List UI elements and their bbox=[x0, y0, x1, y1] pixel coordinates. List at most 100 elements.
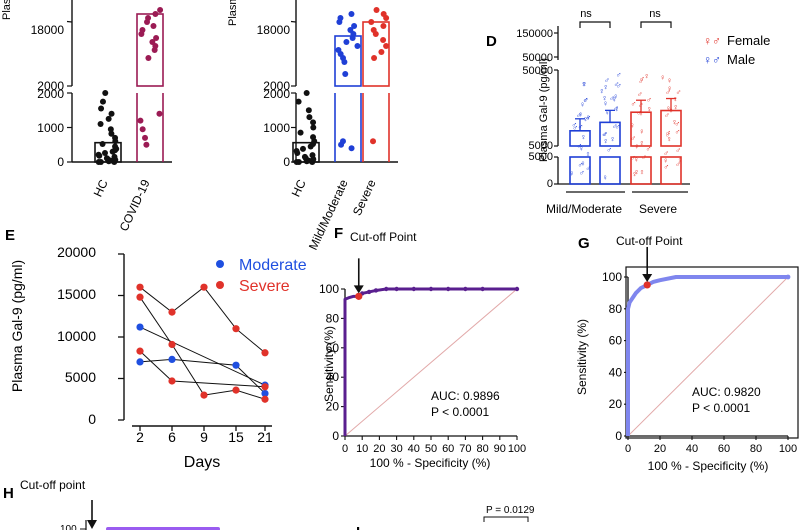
panel-a-marks bbox=[66, 0, 172, 165]
panel-d-point: ♀ bbox=[638, 109, 644, 118]
panel-g-xtick-100: 100 bbox=[779, 443, 797, 455]
panel-f-ytick-60: 60 bbox=[326, 341, 340, 355]
panel-a-ytick-1000: 1000 bbox=[37, 121, 64, 135]
panel-d-point: ♂ bbox=[583, 95, 589, 104]
panel-d-point: ♀ bbox=[639, 167, 645, 176]
panel-e-point bbox=[232, 325, 240, 333]
panel-g-cutoff-arrowhead bbox=[642, 273, 653, 282]
panel-b-point bbox=[303, 90, 310, 96]
panel-d-point: ♀ bbox=[632, 169, 638, 178]
panel-b-point bbox=[339, 138, 346, 145]
panel-e-legend-severe-marker bbox=[216, 281, 224, 289]
panel-b-point bbox=[306, 114, 313, 121]
panel-d-point: ♂ bbox=[615, 122, 621, 131]
panel-a-point bbox=[142, 134, 149, 141]
panel-d-point: ♀ bbox=[582, 115, 588, 124]
panel-d-bar-2-lower bbox=[630, 156, 652, 185]
panel-e-point bbox=[136, 358, 144, 366]
panel-f-ylabel: Sensitivity (%) bbox=[322, 326, 336, 402]
panel-d-point: ♀ bbox=[599, 86, 605, 95]
panel-f-p: P < 0.0001 bbox=[431, 405, 489, 419]
panel-d-point: ♂ bbox=[604, 76, 610, 85]
panel-d-point: ♂ bbox=[606, 146, 612, 155]
panel-d-point: ♂ bbox=[663, 149, 669, 158]
panel-a-point bbox=[95, 159, 102, 165]
panel-d-point: ♂ bbox=[641, 153, 647, 162]
panel-e-ytick-5000: 5000 bbox=[65, 369, 96, 385]
panel-b-point bbox=[335, 47, 342, 53]
panel-h-letter: H bbox=[3, 485, 14, 502]
panel-g-ytick-20: 20 bbox=[609, 397, 623, 411]
panel-b-point bbox=[301, 153, 308, 160]
panel-e-xtick-6: 6 bbox=[168, 429, 176, 445]
panel-d-group-severe: Severe bbox=[639, 202, 677, 216]
panel-f-roc-curve bbox=[343, 287, 517, 436]
panel-d-point: ♀ bbox=[569, 169, 575, 178]
panel-f-annotation: Cut-off Point bbox=[350, 230, 417, 244]
panel-d-point: ♂ bbox=[576, 111, 582, 120]
panel-b-ytick-1000: 1000 bbox=[263, 121, 290, 135]
panel-d-legend-female: Female bbox=[727, 33, 770, 48]
panel-g-ytick-0: 0 bbox=[615, 429, 622, 443]
panel-b-point bbox=[354, 43, 361, 49]
panel-f-xtick-0: 0 bbox=[342, 443, 348, 455]
panel-e-xtick-2: 2 bbox=[136, 429, 144, 445]
panel-d-point: ♂ bbox=[665, 130, 671, 139]
panel-d-legend-male-icon: ♀♂ bbox=[703, 53, 721, 67]
panel-a-point bbox=[143, 141, 150, 148]
panel-e-marks bbox=[118, 253, 272, 431]
panel-g-ytick-40: 40 bbox=[609, 365, 623, 379]
panel-d-sig-mild: ns bbox=[580, 8, 592, 20]
panel-f-xtick-80: 80 bbox=[476, 443, 488, 455]
panel-f-cutoff-arrowhead bbox=[353, 285, 364, 294]
panel-d-ytick-5000-a: 5000 bbox=[529, 140, 553, 152]
panel-e-xtick-21: 21 bbox=[257, 429, 273, 445]
panel-g-xtick-20: 20 bbox=[654, 443, 666, 455]
panel-f: F Cut-off Point Sensitivity (%) 10080604… bbox=[319, 225, 526, 470]
panel-d-ytick-0: 0 bbox=[547, 178, 553, 190]
panel-d-ytick-150000: 150000 bbox=[516, 28, 553, 40]
panel-e-line-3 bbox=[139, 296, 266, 400]
panel-b-xtick-mild: Mild/Moderate bbox=[306, 177, 351, 252]
panel-d-legend-male: Male bbox=[727, 52, 755, 67]
panel-g-diagonal bbox=[627, 276, 789, 437]
panel-a-point bbox=[98, 105, 105, 112]
panel-e-line-0 bbox=[139, 326, 266, 386]
panel-d-point: ♂ bbox=[614, 80, 620, 89]
panel-g-xtick-40: 40 bbox=[686, 443, 698, 455]
panel-g: G Cut-off Point Sensitivity (%) 100 80 60 4… bbox=[575, 234, 799, 473]
panel-a-ylabel: Plas bbox=[1, 0, 13, 20]
panel-i: I P = 0.0129 bbox=[356, 505, 535, 530]
panel-b-ylabel: Plasma bbox=[227, 0, 239, 26]
panel-d-point: ♂ bbox=[675, 160, 681, 169]
panel-e: E Plasma Gal-9 (pg/ml) 20000 15000 10000… bbox=[5, 227, 307, 471]
panel-d-point: ♂ bbox=[675, 146, 681, 155]
panel-d-ytick-50000-b: 50000 bbox=[522, 65, 553, 77]
panel-b-bar-1-upper bbox=[334, 35, 362, 87]
panel-e-point bbox=[136, 293, 144, 301]
panel-d-point: ♂ bbox=[578, 122, 584, 131]
panel-b-point bbox=[383, 43, 390, 49]
panel-b-point bbox=[305, 107, 312, 114]
panel-d-point: ♀ bbox=[578, 144, 584, 153]
panel-h: H Cut-off point 100 bbox=[3, 478, 220, 530]
panel-a-point bbox=[108, 130, 115, 137]
panel-f-xtick-100: 100 bbox=[508, 443, 526, 455]
panel-g-p: P < 0.0001 bbox=[692, 401, 750, 415]
panel-d-sig-bracket-mild bbox=[579, 21, 611, 28]
panel-b-point bbox=[368, 19, 375, 25]
panel-g-letter: G bbox=[578, 235, 590, 252]
panel-d-point: ♀ bbox=[602, 99, 608, 108]
panel-d-point: ♂ bbox=[579, 168, 585, 177]
panel-f-xtick-10: 10 bbox=[356, 443, 368, 455]
panel-d-point: ♂ bbox=[613, 104, 619, 113]
panel-g-roc-endpoint bbox=[785, 274, 791, 280]
panel-f-ytick-0: 0 bbox=[332, 429, 339, 443]
panel-a-point bbox=[139, 126, 146, 133]
panel-g-ytick-100: 100 bbox=[602, 270, 622, 284]
panel-e-ylabel: Plasma Gal-9 (pg/ml) bbox=[9, 260, 25, 392]
panel-a-point bbox=[152, 11, 159, 17]
panel-d-group-mild: Mild/Moderate bbox=[546, 202, 622, 216]
panel-d-point: ♀ bbox=[633, 167, 639, 176]
panel-f-ytick-40: 40 bbox=[326, 370, 340, 384]
